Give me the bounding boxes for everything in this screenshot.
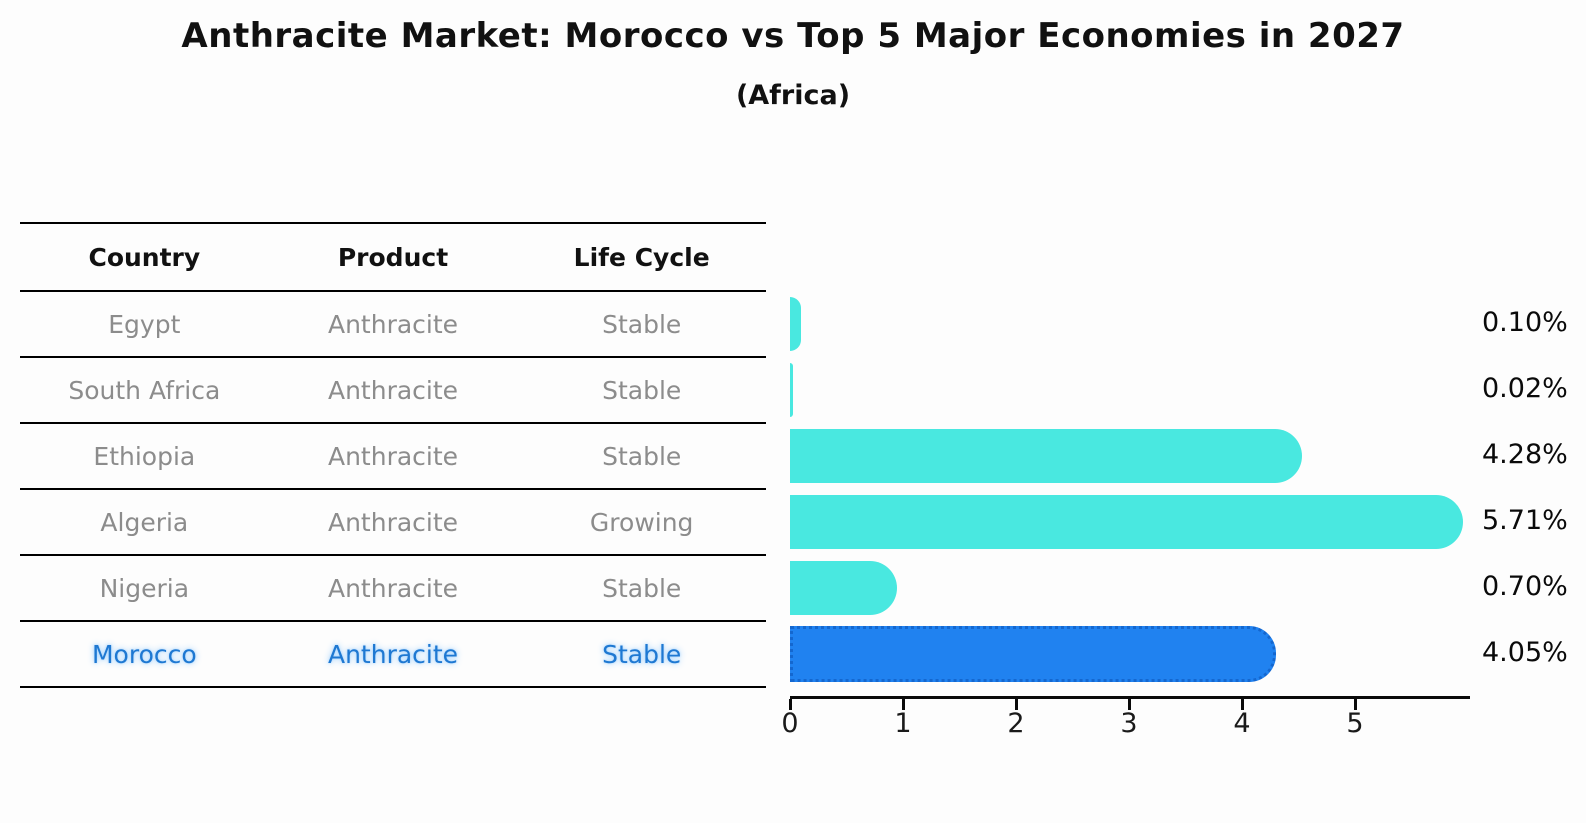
x-axis-line bbox=[790, 696, 1470, 699]
bar-ethiopia bbox=[790, 429, 1302, 483]
x-axis-tick-labels: 0 1 2 3 4 5 bbox=[781, 708, 1470, 742]
x-axis-tick-marks bbox=[789, 699, 1470, 710]
table-cell-life-cycle: Stable bbox=[602, 441, 682, 471]
x-axis-tick-label-5: 5 bbox=[1346, 708, 1364, 739]
value-label-egypt: 0.10% bbox=[1482, 307, 1568, 338]
bar-row-ethiopia bbox=[790, 422, 1480, 488]
table-cell-product: Anthracite bbox=[327, 573, 459, 603]
x-axis-tick-label-0: 0 bbox=[781, 708, 799, 739]
value-label-ethiopia: 4.28% bbox=[1482, 439, 1568, 470]
bar-row-egypt bbox=[790, 290, 1480, 356]
table-header-life-cycle: Life Cycle bbox=[573, 242, 710, 272]
page-subtitle: (Africa) bbox=[735, 80, 851, 111]
table-cell-product: Anthracite bbox=[327, 507, 459, 537]
value-label-nigeria: 0.70% bbox=[1482, 571, 1568, 602]
value-label-algeria: 5.71% bbox=[1482, 505, 1568, 536]
x-axis-tick-label-4: 4 bbox=[1233, 708, 1251, 739]
x-axis-tick-label-2: 2 bbox=[1007, 708, 1025, 739]
table-row-south-africa: South Africa Anthracite Stable bbox=[20, 358, 766, 424]
table-cell-product: Anthracite bbox=[327, 375, 459, 405]
table-body: Egypt Anthracite Stable South Africa Anthrac… bbox=[20, 292, 766, 688]
table-cell-country: South Africa bbox=[68, 375, 221, 405]
page-title: Anthracite Market: Morocco vs Top 5 Majo… bbox=[181, 16, 1405, 56]
x-axis-tick-mark-4 bbox=[1241, 699, 1244, 710]
bar-egypt bbox=[790, 297, 802, 351]
table-cell-product: Anthracite bbox=[327, 309, 459, 339]
x-axis-tick-mark-5 bbox=[1354, 699, 1357, 710]
value-labels: 0.10% 0.02% 4.28% 5.71% 0.70% 4.05% bbox=[1482, 290, 1586, 686]
bar-row-algeria bbox=[790, 488, 1480, 554]
table-row-ethiopia: Ethiopia Anthracite Stable bbox=[20, 424, 766, 490]
x-axis-tick-mark-3 bbox=[1128, 699, 1131, 710]
table-cell-country: Ethiopia bbox=[93, 441, 196, 471]
table-cell-life-cycle: Stable bbox=[602, 573, 682, 603]
table-row-nigeria: Nigeria Anthracite Stable bbox=[20, 556, 766, 622]
comparison-table: Country Product Life Cycle Egypt Anthraci… bbox=[20, 222, 766, 688]
bar-south-africa bbox=[790, 363, 793, 417]
table-cell-life-cycle: Growing bbox=[589, 507, 694, 537]
table-cell-country: Algeria bbox=[100, 507, 189, 537]
bar-nigeria bbox=[790, 561, 898, 615]
bar-morocco bbox=[790, 626, 1276, 682]
table-row-egypt: Egypt Anthracite Stable bbox=[20, 292, 766, 358]
table-cell-life-cycle: Stable bbox=[602, 639, 682, 669]
bar-algeria bbox=[790, 495, 1464, 549]
x-axis-tick-mark-1 bbox=[902, 699, 905, 710]
value-label-morocco: 4.05% bbox=[1482, 637, 1568, 668]
value-label-south-africa: 0.02% bbox=[1482, 373, 1568, 404]
x-axis-tick-mark-0 bbox=[789, 699, 792, 710]
table-cell-product: Anthracite bbox=[327, 639, 459, 669]
x-axis-tick-mark-2 bbox=[1015, 699, 1018, 710]
x-axis-tick-label-3: 3 bbox=[1120, 708, 1138, 739]
table-row-morocco: Morocco Anthracite Stable bbox=[20, 622, 766, 688]
table-cell-country: Morocco bbox=[91, 639, 197, 669]
bar-row-south-africa bbox=[790, 356, 1480, 422]
bar-row-morocco bbox=[790, 620, 1480, 686]
table-header-country: Country bbox=[88, 242, 201, 272]
bar-series bbox=[790, 290, 1480, 686]
bar-row-nigeria bbox=[790, 554, 1480, 620]
table-cell-product: Anthracite bbox=[327, 441, 459, 471]
table-cell-life-cycle: Stable bbox=[602, 375, 682, 405]
table-row-algeria: Algeria Anthracite Growing bbox=[20, 490, 766, 556]
table-header-product: Product bbox=[337, 242, 449, 272]
table-header-row: Country Product Life Cycle bbox=[20, 224, 766, 292]
table-cell-country: Egypt bbox=[108, 309, 181, 339]
table-cell-life-cycle: Stable bbox=[602, 309, 682, 339]
x-axis-tick-label-1: 1 bbox=[894, 708, 912, 739]
table-cell-country: Nigeria bbox=[99, 573, 190, 603]
